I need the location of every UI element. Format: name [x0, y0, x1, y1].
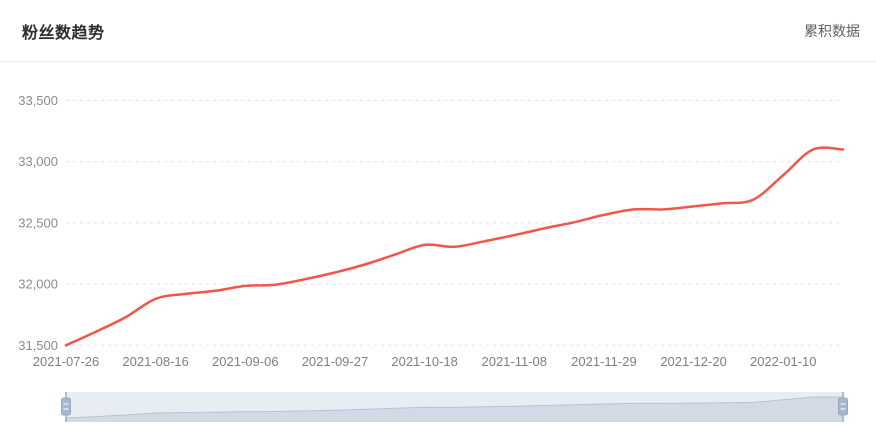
- trend-line: [64, 146, 845, 347]
- x-axis-tick-label: 2021-08-16: [122, 354, 189, 369]
- slider-handle-right[interactable]: [838, 392, 848, 422]
- slider-data-shadow: [66, 397, 843, 422]
- card-header: 粉丝数趋势 累积数据: [0, 0, 876, 62]
- y-axis-labels: 31,500 32,000 32,500 33,000 33,500: [18, 93, 58, 353]
- y-grid: [66, 100, 843, 346]
- trend-line-series: [64, 146, 845, 347]
- x-axis-tick-label: 2021-11-29: [571, 354, 637, 369]
- slider-handle-left[interactable]: [61, 392, 71, 422]
- x-axis-tick-label: 2022-01-10: [750, 354, 817, 369]
- y-axis-tick-label: 32,500: [18, 215, 58, 230]
- x-axis-tick-label: 2021-09-06: [212, 354, 279, 369]
- y-axis-tick-label: 32,000: [18, 277, 58, 292]
- slider-handle-grip-icon: [840, 403, 846, 410]
- fans-trend-chart: 31,500 32,000 32,500 33,000 33,500 2021-07-2…: [18, 93, 848, 422]
- x-axis-labels: 2021-07-26 2021-08-16 2021-09-06 2021-09-27…: [33, 354, 817, 369]
- datazoom-slider[interactable]: [61, 392, 848, 422]
- slider-data-shadow-line: [65, 396, 843, 419]
- x-axis-tick-label: 2021-10-18: [391, 354, 458, 369]
- x-axis-tick-label: 2021-09-27: [302, 354, 369, 369]
- y-axis-tick-label: 31,500: [18, 338, 58, 353]
- x-axis-tick-label: 2021-11-08: [481, 354, 547, 369]
- cumulative-data-label: 累积数据: [804, 22, 860, 39]
- slider-handle-grip-icon: [63, 403, 69, 410]
- x-axis-tick-label: 2021-12-20: [660, 354, 727, 369]
- y-axis-tick-label: 33,000: [18, 154, 58, 169]
- y-axis-tick-label: 33,500: [18, 93, 58, 108]
- page-title: 粉丝数趋势: [22, 24, 105, 42]
- x-axis-tick-label: 2021-07-26: [33, 354, 100, 369]
